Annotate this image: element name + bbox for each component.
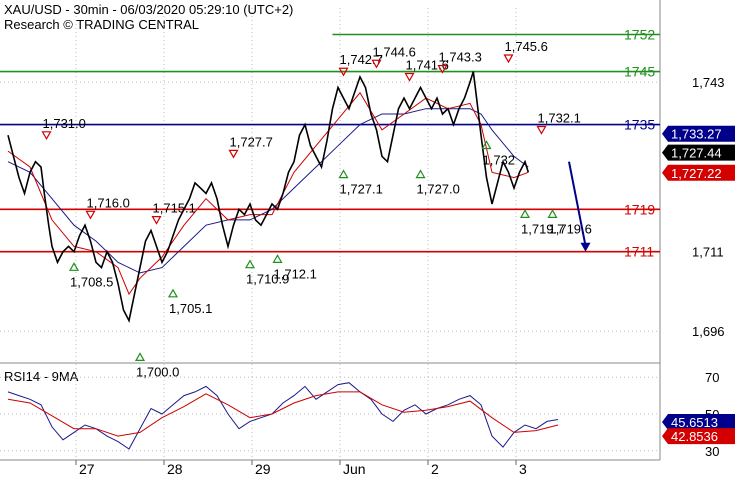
swing-high-marker [41,131,52,141]
swing-high-marker [151,215,162,225]
swing-high-marker [338,67,349,77]
rsi-title: RSI14 - 9MA [4,369,79,384]
price-badge [662,125,735,142]
swing-low-marker [481,140,492,150]
forecast-arrowhead [580,242,591,252]
swing-low-label: 1,727.1 [340,182,383,197]
rsi-badge [662,428,735,445]
ma-fast-line [7,91,529,296]
swing-low-marker [547,209,558,218]
y-tick-label: 1,696 [692,324,725,339]
level-label: 1719 [624,201,655,217]
rsi-tick-label: 30 [705,444,719,459]
swing-low-marker [244,259,256,269]
price-badge [662,144,735,161]
x-tick-label: 27 [79,461,95,477]
x-tick-label: 29 [255,461,271,477]
swing-low-marker [167,288,179,298]
rsi-tick-label: 70 [705,370,719,385]
level-label: 1711 [624,244,654,260]
swing-low-marker [68,262,80,271]
swing-high-marker [404,72,415,82]
swing-high-label: 1,744.6 [373,44,416,59]
swing-high-marker [437,64,448,74]
swing-low-label: 1,710.9 [246,272,289,287]
swing-low-marker [415,169,426,179]
rsi-badge-label: 42.8536 [671,429,718,444]
swing-low-label: 1,700.0 [136,364,179,379]
swing-high-label: 1,715.1 [153,201,196,216]
y-tick-label: 1,743 [692,75,725,90]
swing-low-marker [134,352,146,362]
swing-high-label: 1,743.3 [439,50,482,65]
price-line [7,71,530,323]
price-badge-label: 1,733.27 [671,127,722,142]
price-badge-label: 1,727.22 [671,166,722,181]
y-tick-label: 1,711 [692,245,724,260]
chart-title: XAU/USD - 30min - 06/03/2020 05:29:10 (U… [4,2,294,17]
swing-high-label: 1,732.1 [538,111,581,126]
rsi-ma-line [7,391,559,437]
swing-low-label: 1,719.7 [521,221,564,236]
swing-high-marker [228,149,239,159]
swing-high-label: 1,727.7 [230,134,273,149]
swing-low-label: 1,712.1 [274,266,317,281]
rsi-badge [662,414,735,431]
swing-low-label: 1,719.6 [549,221,592,236]
swing-low-marker [519,209,531,218]
level-label: 1752 [624,26,655,42]
x-tick-label: 2 [431,461,439,477]
x-tick-label: 3 [519,461,527,477]
ma-slow-line [7,108,529,274]
swing-high-label: 1,742.7 [340,52,383,67]
level-label: 1745 [624,64,655,80]
swing-low-marker [272,254,283,263]
rsi-line [7,382,559,450]
swing-low-label: 1,705.1 [169,301,212,316]
swing-high-marker [85,210,96,220]
x-tick-label: Jun [343,461,366,477]
swing-low-label: 1,732 [483,152,516,167]
swing-low-label: 1,708.5 [70,274,113,289]
swing-high-marker [371,59,382,69]
swing-low-label: 1,727.0 [417,182,460,197]
source-credit: Research © TRADING CENTRAL [4,17,199,32]
price-badge [662,164,735,181]
level-label: 1735 [624,117,655,133]
rsi-badge-label: 45.6513 [671,415,718,430]
swing-high-marker [536,125,547,135]
price-badge-label: 1,727.44 [671,146,722,161]
forecast-arrow [568,161,587,246]
swing-high-marker [503,54,514,64]
swing-high-label: 1,745.6 [505,39,548,54]
swing-low-marker [338,169,349,179]
swing-high-label: 1,741.6 [406,58,449,73]
swing-high-label: 1,731.0 [43,116,86,131]
x-tick-label: 28 [167,461,183,477]
swing-high-label: 1,716.0 [87,195,130,210]
